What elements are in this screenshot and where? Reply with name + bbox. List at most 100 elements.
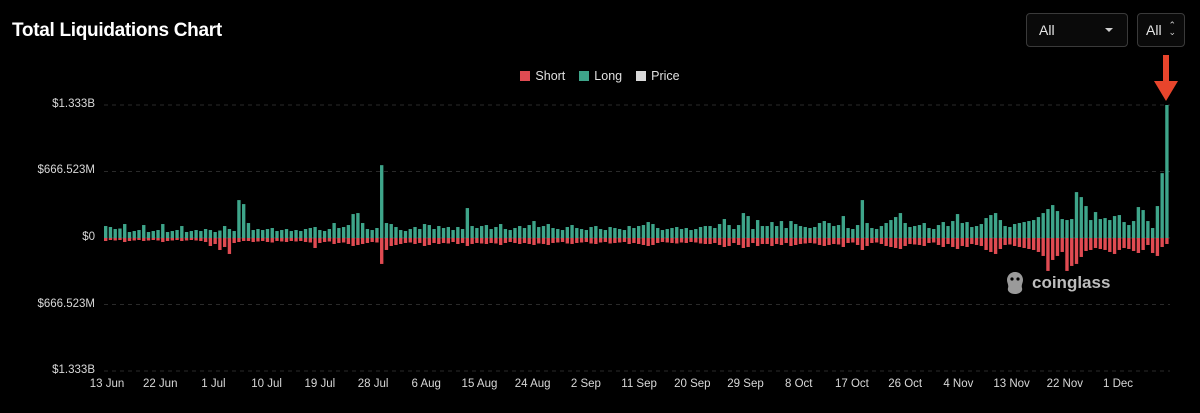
long-bar[interactable] — [851, 229, 855, 238]
long-bar[interactable] — [965, 222, 969, 238]
long-bar[interactable] — [1031, 220, 1036, 238]
short-bar[interactable] — [651, 238, 655, 245]
short-bar[interactable] — [851, 238, 855, 243]
short-bar[interactable] — [389, 238, 393, 246]
short-bar[interactable] — [1117, 238, 1122, 250]
short-bar[interactable] — [641, 238, 646, 245]
legend-item-long[interactable]: Long — [579, 69, 622, 83]
short-bar[interactable] — [979, 238, 983, 246]
short-bar[interactable] — [841, 238, 845, 247]
short-bar[interactable] — [698, 238, 703, 244]
short-bar[interactable] — [765, 238, 769, 244]
legend-item-price[interactable]: Price — [636, 69, 680, 83]
long-bar[interactable] — [794, 224, 798, 238]
long-bar[interactable] — [827, 223, 831, 238]
short-bar[interactable] — [746, 238, 750, 247]
short-bar[interactable] — [1036, 238, 1041, 252]
short-bar[interactable] — [808, 238, 812, 243]
long-bar[interactable] — [698, 227, 703, 238]
long-bar[interactable] — [565, 227, 569, 238]
short-bar[interactable] — [384, 238, 389, 250]
short-bar[interactable] — [893, 238, 898, 248]
long-bar[interactable] — [675, 227, 679, 238]
short-bar[interactable] — [232, 238, 236, 243]
short-bar[interactable] — [1136, 238, 1141, 253]
long-bar[interactable] — [1012, 224, 1017, 238]
long-bar[interactable] — [941, 222, 945, 238]
long-bar[interactable] — [622, 230, 627, 238]
long-bar[interactable] — [732, 229, 736, 238]
short-bar[interactable] — [860, 238, 865, 250]
short-bar[interactable] — [184, 238, 189, 241]
long-bar[interactable] — [156, 230, 160, 238]
short-bar[interactable] — [1122, 238, 1126, 248]
short-bar[interactable] — [993, 238, 998, 254]
long-bar[interactable] — [870, 228, 874, 238]
short-bar[interactable] — [617, 238, 622, 243]
long-bar[interactable] — [232, 231, 236, 238]
short-bar[interactable] — [575, 238, 579, 243]
short-bar[interactable] — [656, 238, 660, 243]
short-bar[interactable] — [422, 238, 427, 246]
short-bar[interactable] — [1155, 238, 1160, 256]
short-bar[interactable] — [437, 238, 441, 244]
short-bar[interactable] — [370, 238, 374, 242]
long-bar[interactable] — [775, 226, 779, 238]
long-bar[interactable] — [218, 230, 222, 238]
long-bar[interactable] — [836, 225, 841, 238]
short-bar[interactable] — [199, 238, 203, 241]
short-bar[interactable] — [170, 238, 174, 241]
long-bar[interactable] — [822, 221, 826, 238]
long-bar[interactable] — [370, 230, 374, 238]
long-bar[interactable] — [513, 228, 517, 238]
short-bar[interactable] — [318, 238, 322, 243]
short-bar[interactable] — [951, 238, 955, 247]
short-bar[interactable] — [1027, 238, 1031, 249]
long-bar[interactable] — [584, 230, 589, 238]
long-bar[interactable] — [727, 225, 731, 238]
short-bar[interactable] — [399, 238, 403, 244]
short-bar[interactable] — [441, 238, 446, 243]
long-bar[interactable] — [1108, 220, 1112, 238]
short-bar[interactable] — [146, 238, 151, 241]
short-bar[interactable] — [532, 238, 536, 245]
long-bar[interactable] — [1150, 228, 1155, 238]
short-bar[interactable] — [513, 238, 517, 243]
short-bar[interactable] — [965, 238, 969, 247]
short-bar[interactable] — [427, 238, 431, 245]
long-bar[interactable] — [356, 213, 360, 238]
short-bar[interactable] — [123, 238, 127, 242]
short-bar[interactable] — [546, 238, 550, 245]
short-bar[interactable] — [1017, 238, 1022, 247]
short-bar[interactable] — [446, 238, 450, 244]
long-bar[interactable] — [641, 225, 646, 238]
long-bar[interactable] — [551, 228, 555, 238]
short-bar[interactable] — [855, 238, 860, 245]
long-bar[interactable] — [1017, 223, 1022, 238]
long-bar[interactable] — [1127, 225, 1131, 238]
long-bar[interactable] — [746, 216, 750, 238]
long-bar[interactable] — [446, 227, 450, 238]
long-bar[interactable] — [441, 228, 446, 238]
long-bar[interactable] — [465, 208, 470, 238]
long-bar[interactable] — [613, 228, 617, 238]
short-bar[interactable] — [827, 238, 831, 245]
long-bar[interactable] — [1141, 210, 1145, 238]
short-bar[interactable] — [242, 238, 246, 241]
long-bar[interactable] — [760, 226, 765, 238]
short-bar[interactable] — [151, 238, 155, 240]
long-bar[interactable] — [603, 230, 608, 238]
short-bar[interactable] — [1060, 238, 1064, 252]
short-bar[interactable] — [375, 238, 379, 243]
long-bar[interactable] — [637, 226, 641, 238]
short-bar[interactable] — [874, 238, 879, 243]
long-bar[interactable] — [1112, 216, 1117, 238]
short-bar[interactable] — [713, 238, 717, 243]
long-bar[interactable] — [627, 226, 631, 238]
short-bar[interactable] — [794, 238, 798, 245]
long-bar[interactable] — [427, 225, 431, 238]
short-bar[interactable] — [1150, 238, 1155, 253]
long-bar[interactable] — [679, 229, 684, 238]
short-bar[interactable] — [451, 238, 455, 242]
long-bar[interactable] — [1051, 205, 1055, 238]
